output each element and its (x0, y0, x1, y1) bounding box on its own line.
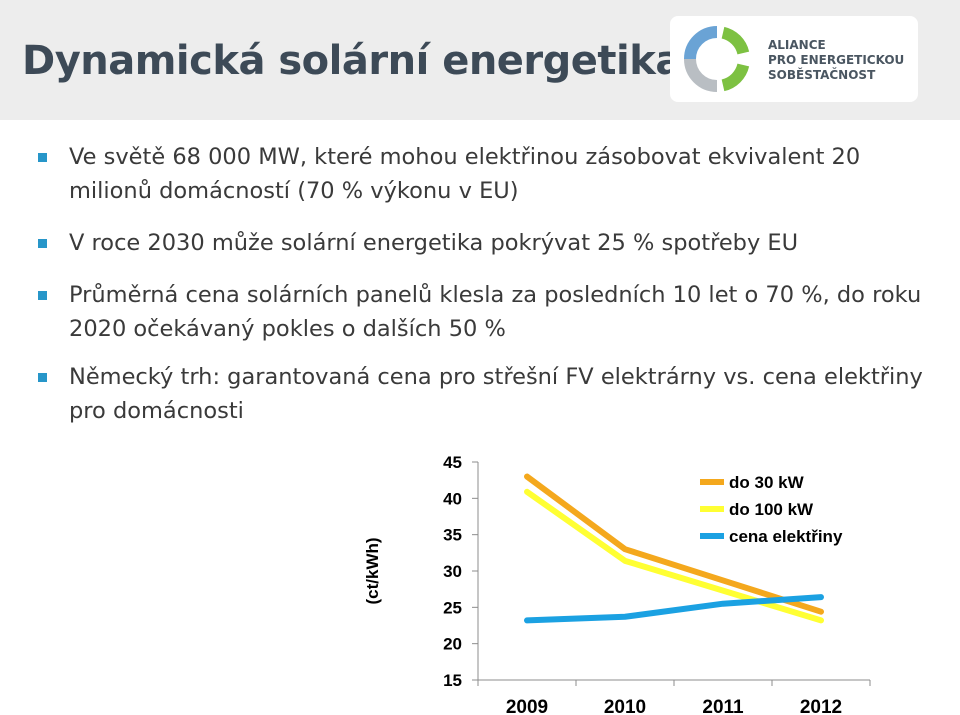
chart-axes: 15 20 25 30 35 40 45 2009 2010 2011 2012 (ct/kWh) (363, 453, 871, 715)
bullet-text: V roce 2030 může solární energetika pokr… (69, 230, 799, 256)
slide-title: Dynamická solární energetika (22, 38, 682, 84)
series-line (524, 473, 824, 615)
x-tick-label: 2012 (800, 697, 842, 715)
alliance-circle-logo-icon (684, 26, 750, 92)
logo-line: ALIANCE (768, 38, 826, 52)
legend-label: cena elektřiny (729, 527, 843, 546)
bullet-square-icon (38, 291, 47, 300)
series-line (524, 594, 824, 624)
bullet-square-icon (38, 373, 47, 382)
bullet-item: V roce 2030 může solární energetika pokr… (38, 226, 938, 260)
series-line (524, 488, 824, 624)
bullet-square-icon (38, 153, 47, 162)
x-tick-label: 2009 (506, 697, 548, 715)
x-tick-label: 2011 (702, 697, 744, 715)
logo-line: PRO ENERGETICKOU (768, 53, 905, 67)
bullet-square-icon (38, 239, 47, 248)
y-tick-label: 30 (443, 562, 462, 581)
y-tick-label: 20 (443, 635, 462, 654)
y-tick-label: 40 (443, 489, 462, 508)
y-tick-label: 45 (443, 453, 462, 472)
bullet-text: Průměrná cena solárních panelů klesla za… (69, 282, 922, 342)
y-axis-label: (ct/kWh) (363, 537, 382, 604)
bullet-text: Německý trh: garantovaná cena pro střešn… (69, 364, 923, 424)
bullet-item: Německý trh: garantovaná cena pro střešn… (38, 360, 938, 428)
bullet-list: Ve světě 68 000 MW, které mohou elektřin… (38, 140, 938, 446)
logo: ALIANCE PRO ENERGETICKOU SOBĚSTAČNOST (670, 16, 918, 102)
bullet-item: Ve světě 68 000 MW, které mohou elektřin… (38, 140, 938, 208)
x-tick-label: 2010 (604, 697, 646, 715)
legend-label: do 30 kW (729, 473, 805, 492)
bullet-text: Ve světě 68 000 MW, které mohou elektřin… (69, 144, 861, 204)
y-tick-label: 25 (443, 598, 462, 617)
logo-text: ALIANCE PRO ENERGETICKOU SOBĚSTAČNOST (768, 38, 904, 83)
y-tick-label: 15 (443, 671, 462, 690)
legend-label: do 100 kW (729, 500, 814, 519)
logo-line: SOBĚSTAČNOST (768, 68, 876, 82)
chart-legend: do 30 kW do 100 kW cena elektřiny (700, 473, 843, 546)
y-tick-label: 35 (443, 526, 462, 545)
chart-lines (524, 473, 824, 624)
bullet-item: Průměrná cena solárních panelů klesla za… (38, 278, 938, 346)
